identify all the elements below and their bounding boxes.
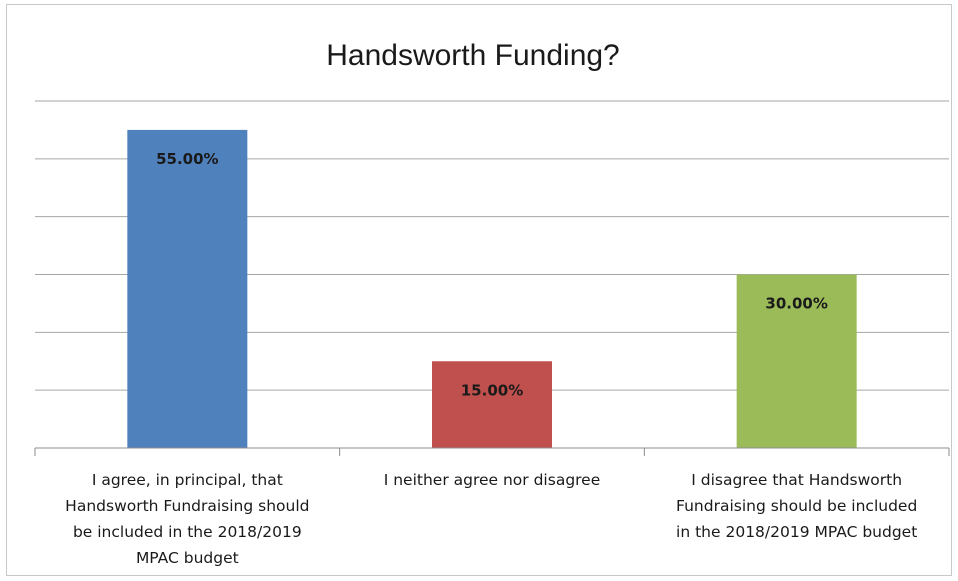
chart-title: Handsworth Funding? bbox=[326, 39, 620, 72]
category-label: MPAC budget bbox=[136, 549, 239, 567]
category-label: be included in the 2018/2019 bbox=[73, 523, 302, 541]
data-labels: 55.00% 15.00% 30.00% bbox=[156, 150, 828, 399]
bar bbox=[432, 361, 552, 448]
bar bbox=[127, 129, 248, 448]
category-labels: I agree, in principal, that Handsworth Fu… bbox=[65, 471, 917, 567]
bar-chart: Handsworth Funding? 55.00% 15.00% 30.00% I… bbox=[34, 39, 950, 567]
bars bbox=[127, 129, 857, 448]
data-label: 55.00% bbox=[156, 150, 218, 168]
category-label: I neither agree nor disagree bbox=[384, 471, 601, 489]
category-label: in the 2018/2019 MPAC budget bbox=[676, 523, 917, 541]
bar bbox=[736, 274, 857, 448]
x-axis bbox=[34, 447, 950, 456]
category-label: I agree, in principal, that bbox=[92, 471, 283, 489]
data-label: 30.00% bbox=[765, 295, 827, 313]
data-label: 15.00% bbox=[461, 381, 523, 399]
category-label: I disagree that Handsworth bbox=[691, 471, 902, 489]
category-label: Fundraising should be included bbox=[676, 497, 917, 515]
chart-frame: Handsworth Funding? 55.00% 15.00% 30.00% I… bbox=[6, 4, 952, 576]
category-label: Handsworth Fundraising should bbox=[65, 497, 309, 515]
